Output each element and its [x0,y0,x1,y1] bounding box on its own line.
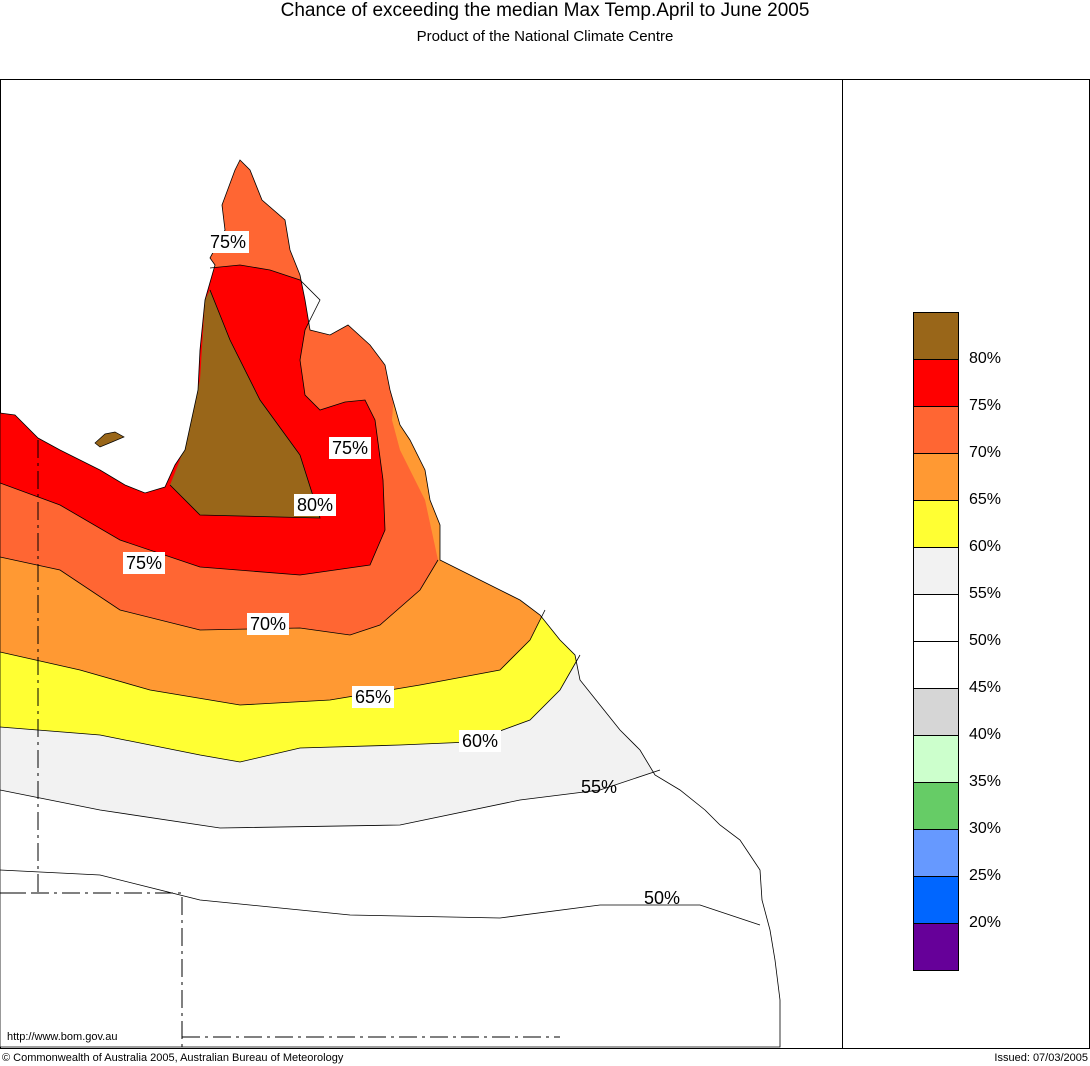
legend-label: 70% [969,444,1002,461]
legend-label: 55% [969,585,1002,602]
copyright: © Commonwealth of Australia 2005, Austra… [2,1052,344,1064]
legend-swatch [913,688,959,735]
legend-label: 35% [969,773,1002,790]
issued-date: Issued: 07/03/2005 [994,1052,1088,1064]
legend-label: 30% [969,820,1002,837]
legend-label: 25% [969,867,1002,884]
state-borders [0,440,560,1047]
legend-label: 45% [969,679,1002,696]
legend-label: 40% [969,726,1002,743]
contour-label: 65% [352,686,395,708]
legend-swatch [913,500,959,547]
legend-divider [842,79,843,1048]
contour-label: 55% [581,777,618,797]
legend-label: 65% [969,491,1002,508]
legend-swatch [913,312,959,359]
legend-swatch [913,406,959,453]
contour-label: 75% [329,437,372,459]
map-subtitle: Product of the National Climate Centre [416,28,674,45]
map-title: Chance of exceeding the median Max Temp.… [280,0,810,21]
zone-80-plus [170,290,320,518]
contour-label: 75% [123,552,166,574]
contour-label: 50% [644,888,681,908]
legend-swatch [913,547,959,594]
color-legend: 80% 75% 70% 65% 60% 55% 50% 45% 40% 35% 30% 25% 20% [913,312,1001,971]
contour-label: 60% [459,730,502,752]
legend-swatch [913,594,959,641]
legend-swatch [913,782,959,829]
legend-label: 50% [969,632,1002,649]
contour-label: 70% [247,613,290,635]
legend-label: 80% [969,350,1002,367]
mornington-island [94,431,125,448]
legend-swatch [913,829,959,876]
legend-label: 60% [969,538,1002,555]
legend-label: 20% [969,914,1002,931]
contour-lines [0,264,761,926]
contour-label: 75% [207,231,250,253]
queensland-map [0,159,781,1048]
legend-swatch [913,641,959,688]
legend-swatch [913,876,959,923]
contour-label: 80% [294,494,337,516]
legend-swatch [913,359,959,406]
bom-url[interactable]: http://www.bom.gov.au [7,1031,118,1043]
legend-swatch [913,453,959,500]
legend-swatch [913,923,959,971]
legend-swatch [913,735,959,782]
legend-label: 75% [969,397,1002,414]
